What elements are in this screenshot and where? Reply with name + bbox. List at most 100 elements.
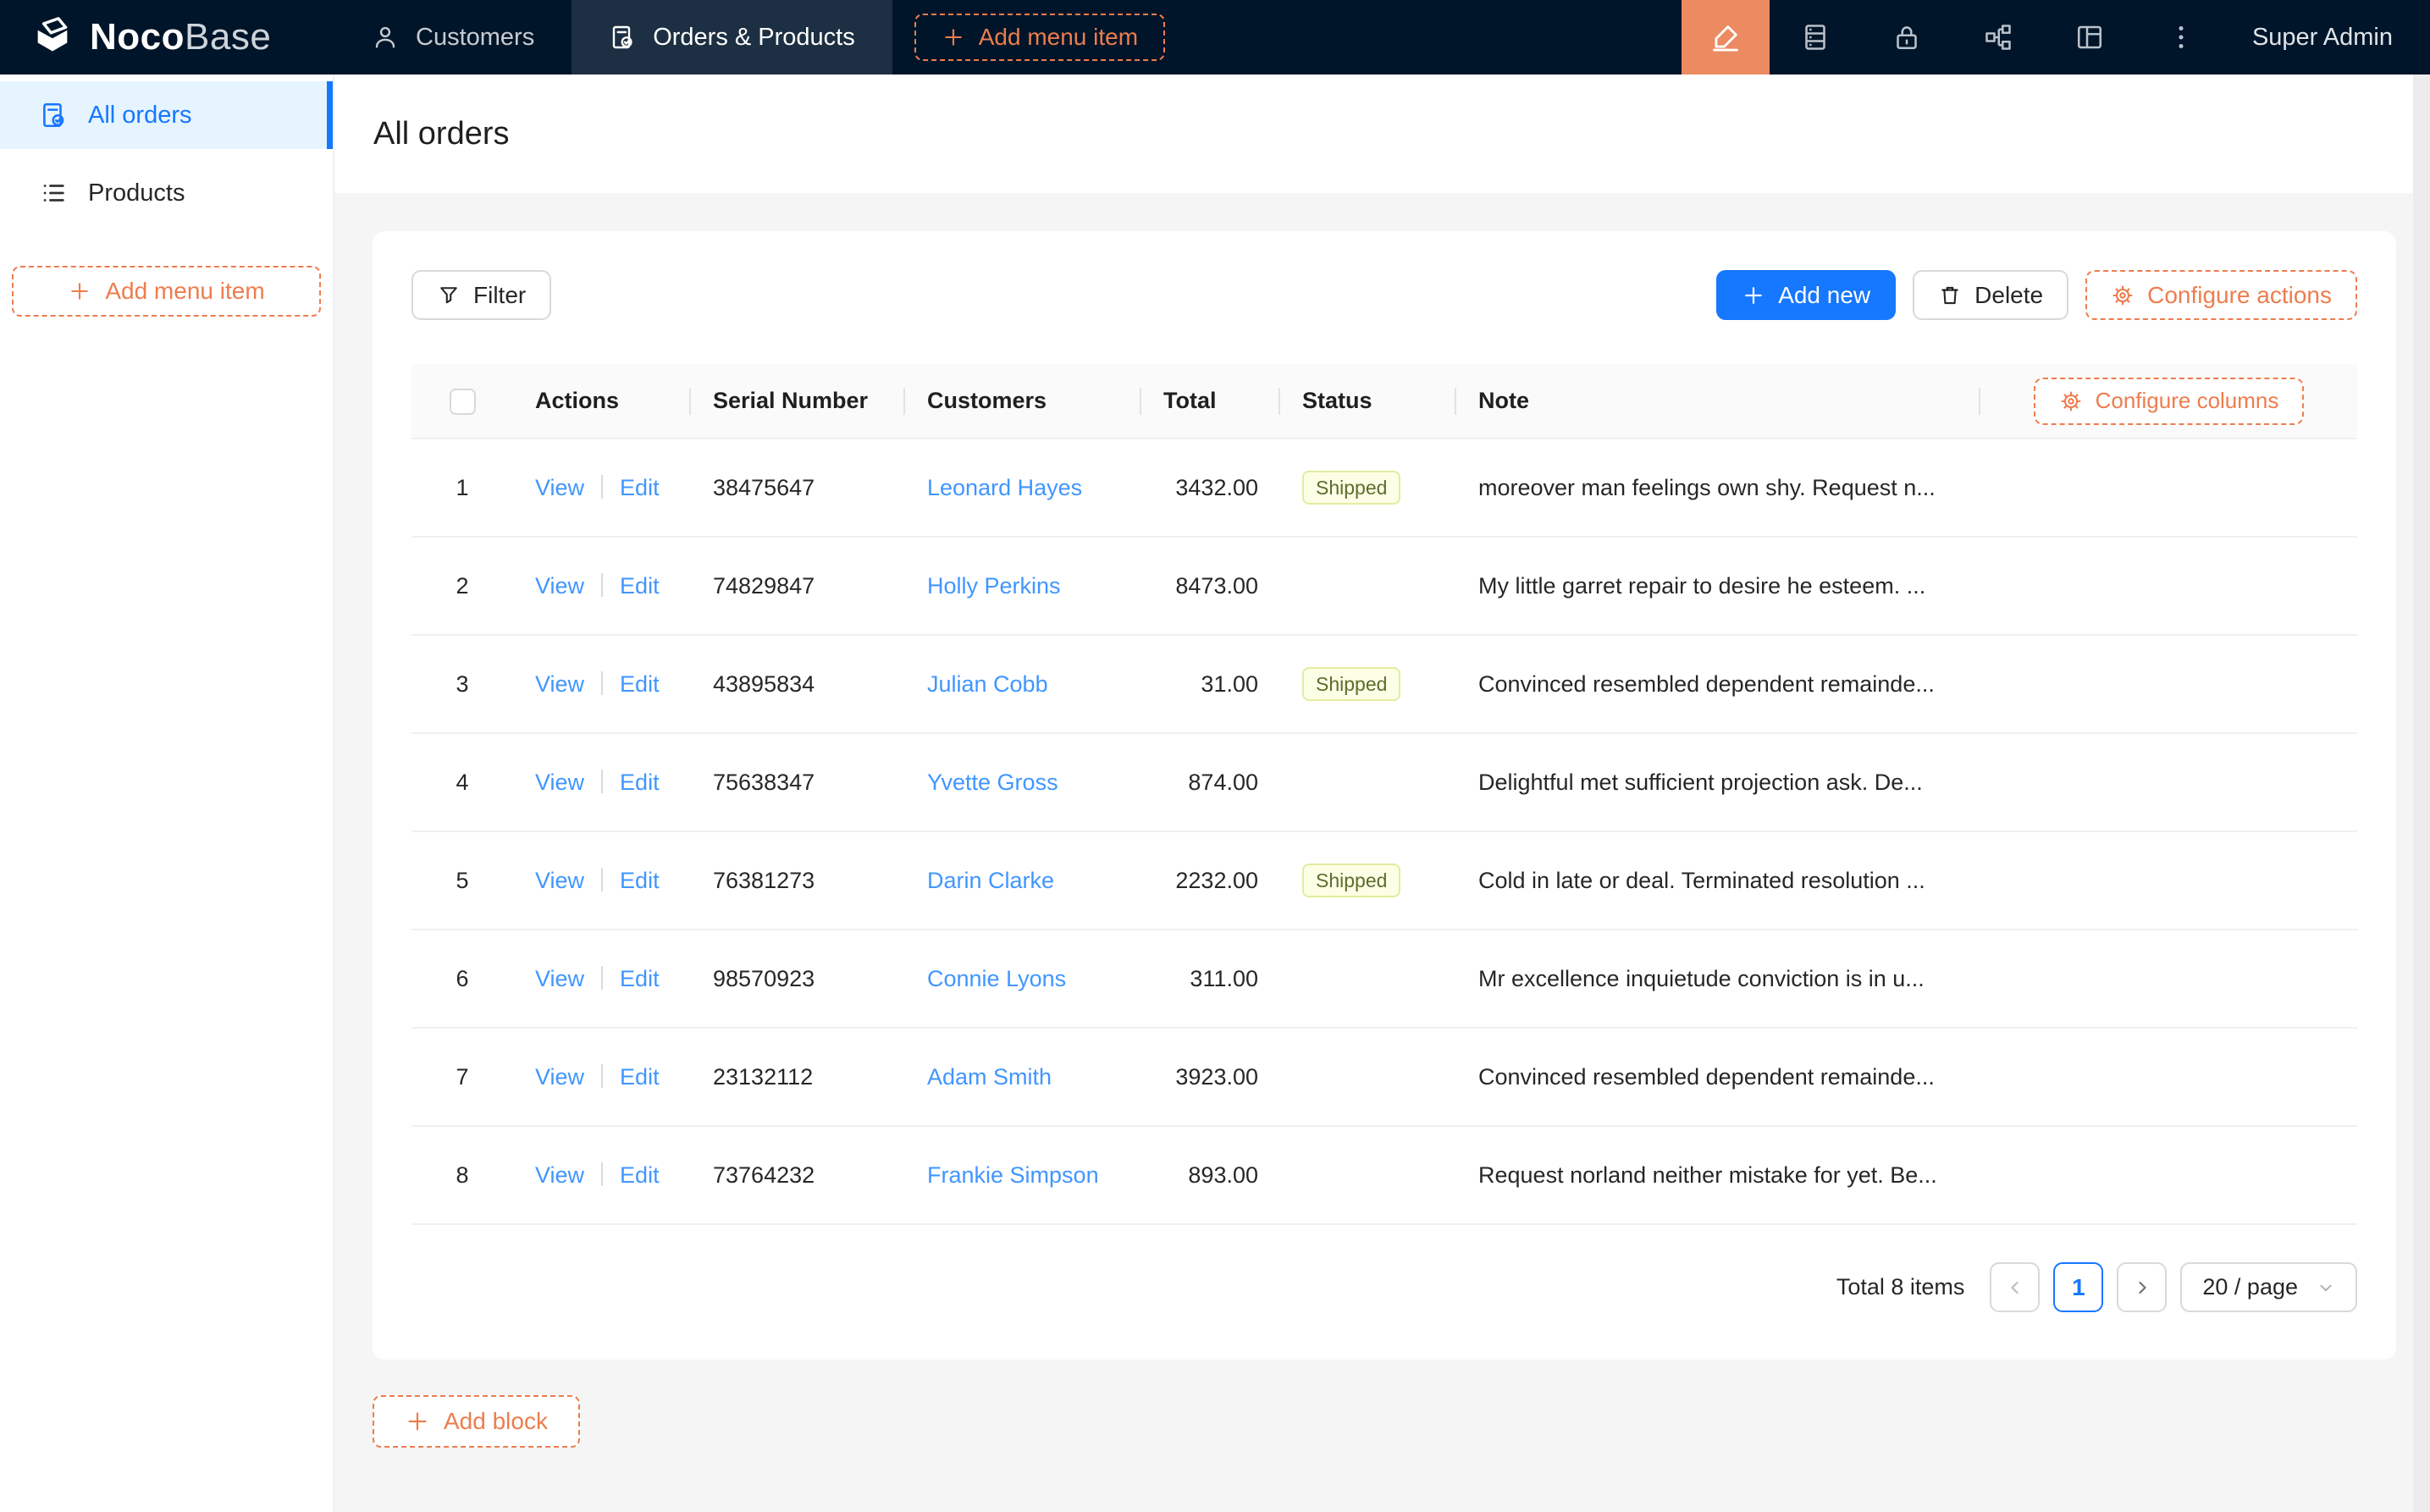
view-link[interactable]: View — [535, 966, 584, 991]
lock-icon[interactable] — [1861, 0, 1952, 74]
gear-icon — [2111, 284, 2135, 307]
view-link[interactable]: View — [535, 1064, 584, 1090]
filter-button[interactable]: Filter — [411, 270, 551, 320]
table-row: 4ViewEdit75638347Yvette Gross874.00Delig… — [411, 733, 2357, 831]
filter-icon — [437, 284, 461, 307]
database-icon[interactable] — [1770, 0, 1861, 74]
customer-link[interactable]: Connie Lyons — [927, 966, 1066, 991]
edit-link[interactable]: Edit — [620, 770, 660, 795]
edit-link[interactable]: Edit — [620, 1162, 660, 1188]
customer-link[interactable]: Julian Cobb — [927, 671, 1048, 697]
topbar-add-menu-item-button[interactable]: Add menu item — [914, 14, 1165, 61]
view-link[interactable]: View — [535, 1162, 584, 1188]
total-value: 3923.00 — [1175, 1064, 1258, 1090]
pagination-page-1[interactable]: 1 — [2053, 1262, 2103, 1312]
layout-icon[interactable] — [2044, 0, 2135, 74]
vertical-scrollbar[interactable] — [2413, 74, 2430, 1512]
edit-link[interactable]: Edit — [620, 868, 660, 893]
column-header-note: Note — [1456, 364, 1980, 439]
add-block-button[interactable]: Add block — [373, 1395, 580, 1448]
customer-link[interactable]: Adam Smith — [927, 1064, 1052, 1090]
link-divider — [601, 671, 603, 695]
table-row: 8ViewEdit73764232Frankie Simpson893.00Re… — [411, 1126, 2357, 1224]
workflow-icon[interactable] — [1952, 0, 2044, 74]
serial-number-value: 74829847 — [713, 573, 815, 599]
edit-link[interactable]: Edit — [620, 671, 660, 697]
edit-link[interactable]: Edit — [620, 1064, 660, 1090]
note-text: moreover man feelings own shy. Request n… — [1478, 475, 1936, 500]
link-divider — [601, 1162, 603, 1186]
plus-icon — [405, 1409, 430, 1434]
plus-icon — [68, 279, 91, 303]
pagination-next-button[interactable] — [2117, 1262, 2167, 1312]
edit-link[interactable]: Edit — [620, 966, 660, 991]
select-all-checkbox[interactable] — [450, 389, 476, 415]
total-value: 874.00 — [1188, 770, 1258, 795]
user-icon — [372, 24, 399, 51]
page-header: All orders — [334, 74, 2430, 193]
table-row: 1 View Edit 38475647 Leonard Hayes 3432.00 Shi… — [411, 439, 2357, 537]
pagination-prev-button[interactable] — [1990, 1262, 2040, 1312]
sidebar: All orders Products Add men — [0, 74, 334, 1512]
top-nav: Customers Orders & Products Add menu ite… — [334, 0, 1682, 74]
customer-link[interactable]: Yvette Gross — [927, 770, 1058, 795]
table-row: 3ViewEdit43895834Julian Cobb31.00Shipped… — [411, 635, 2357, 733]
sidebar-add-menu-item-button[interactable]: Add menu item — [12, 266, 321, 317]
status-badge: Shipped — [1302, 864, 1400, 897]
note-text: Delightful met sufficient projection ask… — [1478, 770, 1923, 795]
nocobase-logo[interactable]: NocoBase — [0, 0, 334, 74]
tab-customers[interactable]: Customers — [334, 0, 572, 74]
sidebar-item-all-orders[interactable]: All orders — [0, 81, 333, 149]
note-text: Request norland neither mistake for yet.… — [1478, 1162, 1937, 1188]
table-toolbar: Filter Add new — [411, 270, 2357, 320]
customer-link[interactable]: Darin Clarke — [927, 868, 1054, 893]
serial-number-value: 75638347 — [713, 770, 815, 795]
edit-link[interactable]: Edit — [620, 573, 660, 599]
view-link[interactable]: View — [535, 868, 584, 893]
chevron-right-icon — [2132, 1277, 2152, 1298]
customer-link[interactable]: Holly Perkins — [927, 573, 1061, 599]
content-area: Filter Add new — [334, 193, 2430, 1512]
page-size-select[interactable]: 20 / page — [2180, 1262, 2357, 1312]
view-link[interactable]: View — [535, 671, 584, 697]
delete-button[interactable]: Delete — [1913, 270, 2068, 320]
link-divider — [601, 966, 603, 990]
column-header-actions: Actions — [513, 364, 691, 439]
customer-link[interactable]: Frankie Simpson — [927, 1162, 1099, 1188]
configure-actions-button[interactable]: Configure actions — [2085, 270, 2357, 320]
tab-orders-products[interactable]: Orders & Products — [572, 0, 892, 74]
tab-label: Customers — [416, 24, 534, 52]
user-menu[interactable]: Super Admin — [2227, 24, 2430, 52]
note-text: Convinced resembled dependent remainde..… — [1478, 671, 1935, 697]
note-text: Mr excellence inquietude conviction is i… — [1478, 966, 1925, 991]
row-index: 2 — [456, 573, 468, 599]
total-value: 311.00 — [1190, 966, 1258, 991]
configure-columns-button[interactable]: Configure columns — [2034, 378, 2305, 425]
view-link[interactable]: View — [535, 770, 584, 795]
highlighter-icon — [1709, 21, 1742, 53]
total-value: 3432.00 — [1175, 475, 1258, 500]
file-check-icon — [609, 24, 636, 51]
plus-icon — [1742, 284, 1765, 307]
edit-link[interactable]: Edit — [620, 475, 660, 500]
status-badge: Shipped — [1302, 667, 1400, 701]
link-divider — [601, 573, 603, 597]
ui-editor-button[interactable] — [1682, 0, 1770, 74]
add-new-button[interactable]: Add new — [1716, 270, 1896, 320]
orders-table-block: Filter Add new — [373, 231, 2396, 1360]
row-index: 1 — [456, 475, 468, 500]
note-text: Convinced resembled dependent remainde..… — [1478, 1064, 1935, 1090]
row-index: 8 — [456, 1162, 468, 1188]
serial-number-value: 38475647 — [713, 475, 815, 500]
customer-link[interactable]: Leonard Hayes — [927, 475, 1082, 500]
more-icon[interactable] — [2135, 0, 2227, 74]
pagination-total: Total 8 items — [1836, 1274, 1965, 1300]
serial-number-value: 73764232 — [713, 1162, 815, 1188]
sidebar-item-products[interactable]: Products — [0, 159, 333, 227]
link-divider — [601, 1064, 603, 1088]
status-badge: Shipped — [1302, 471, 1400, 505]
view-link[interactable]: View — [535, 573, 584, 599]
list-icon — [39, 179, 68, 207]
view-link[interactable]: View — [535, 475, 584, 500]
serial-number-value: 43895834 — [713, 671, 815, 697]
